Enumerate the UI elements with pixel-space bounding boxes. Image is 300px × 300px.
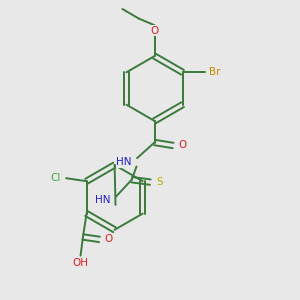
Text: OH: OH <box>73 258 88 268</box>
Text: S: S <box>156 177 163 187</box>
Text: O: O <box>150 26 159 36</box>
Text: O: O <box>104 234 112 244</box>
Text: HN: HN <box>95 195 111 205</box>
Text: Br: Br <box>209 67 221 77</box>
Text: HN: HN <box>116 157 132 167</box>
Text: Cl: Cl <box>51 173 61 183</box>
Text: O: O <box>178 140 186 151</box>
